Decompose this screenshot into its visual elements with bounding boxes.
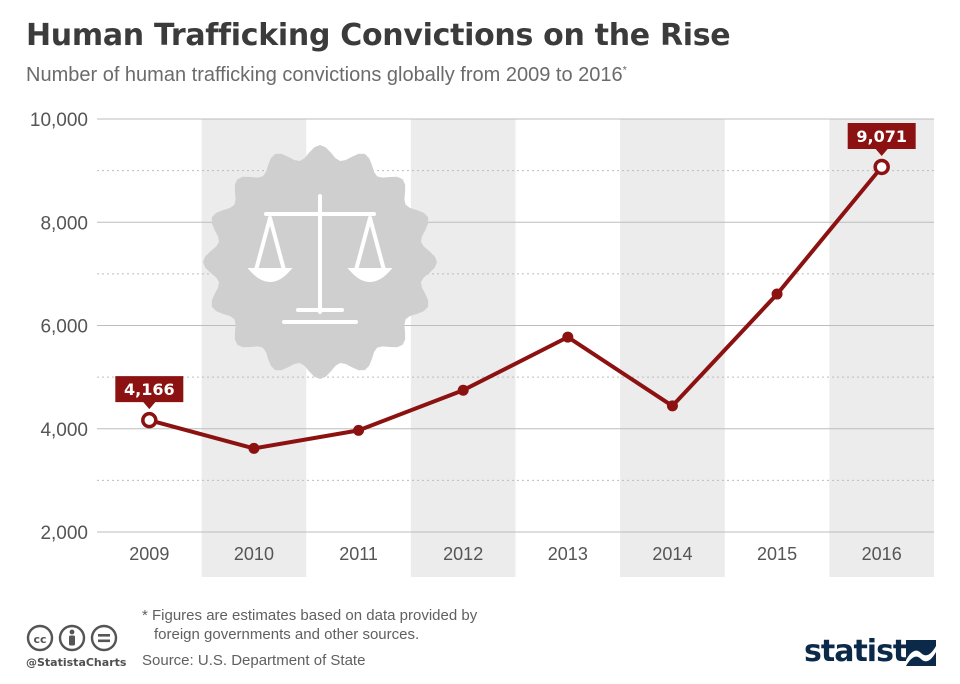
x-tick-label: 2012 (443, 544, 483, 564)
y-tick-label: 4,000 (40, 420, 88, 441)
data-label-box-2016 (847, 122, 916, 156)
column-band-2012 (410, 119, 516, 577)
x-tick-label: 2013 (548, 544, 588, 564)
data-point-2013 (562, 331, 574, 343)
data-point-2011 (353, 424, 365, 436)
noderivs-icon (90, 624, 118, 652)
data-point-2016 (873, 158, 890, 176)
series-line-convictions (147, 165, 884, 451)
y-tick-label: 8,000 (40, 213, 88, 234)
footnote-line-2: foreign governments and other sources. (154, 626, 420, 643)
data-point-2012 (457, 384, 469, 396)
svg-text:cc: cc (33, 633, 46, 646)
chart-subtitle: Number of human trafficking convictions … (26, 64, 627, 87)
statista-logo-icon (906, 640, 936, 666)
x-tick-label: 2016 (862, 544, 902, 564)
x-tick-label: 2009 (129, 544, 169, 564)
data-point-2014 (666, 400, 678, 412)
scales-of-justice-icon (247, 194, 393, 324)
x-tick-label: 2014 (652, 544, 692, 564)
cc-icon: cc (26, 624, 54, 652)
footnote-line-1: * Figures are estimates based on data pr… (142, 607, 478, 624)
chart-title: Human Trafficking Convictions on the Ris… (26, 18, 731, 53)
x-tick-label: 2011 (339, 544, 378, 564)
twitter-handle: @StatistaCharts (26, 656, 127, 669)
data-label-2016: 9,071 (856, 127, 907, 146)
x-tick-label: 2015 (757, 544, 797, 564)
data-point-2010 (248, 442, 260, 454)
data-point-2009 (141, 411, 158, 429)
subtitle-text: Number of human trafficking convictions … (26, 64, 623, 86)
y-tick-label: 2,000 (40, 523, 88, 544)
line-chart: 2,000 4,000 6,000 8,000 10,000 2009 2010 2011 20… (30, 110, 934, 577)
footnote: * Figures are estimates based on data pr… (142, 606, 477, 644)
source-text: Source: U.S. Department of State (142, 652, 366, 669)
y-tick-label: 10,000 (30, 110, 88, 131)
attribution-icon (58, 624, 86, 652)
x-tick-label: 2010 (234, 544, 274, 564)
data-point-2015 (771, 288, 783, 300)
data-label-2009: 4,166 (124, 380, 175, 399)
data-label-box-2009 (115, 376, 184, 410)
license-icons: cc (26, 624, 118, 652)
subtitle-asterisk: * (622, 64, 627, 77)
column-band-2014 (620, 119, 725, 577)
column-band-2016 (829, 119, 934, 577)
y-tick-label: 6,000 (40, 317, 88, 338)
